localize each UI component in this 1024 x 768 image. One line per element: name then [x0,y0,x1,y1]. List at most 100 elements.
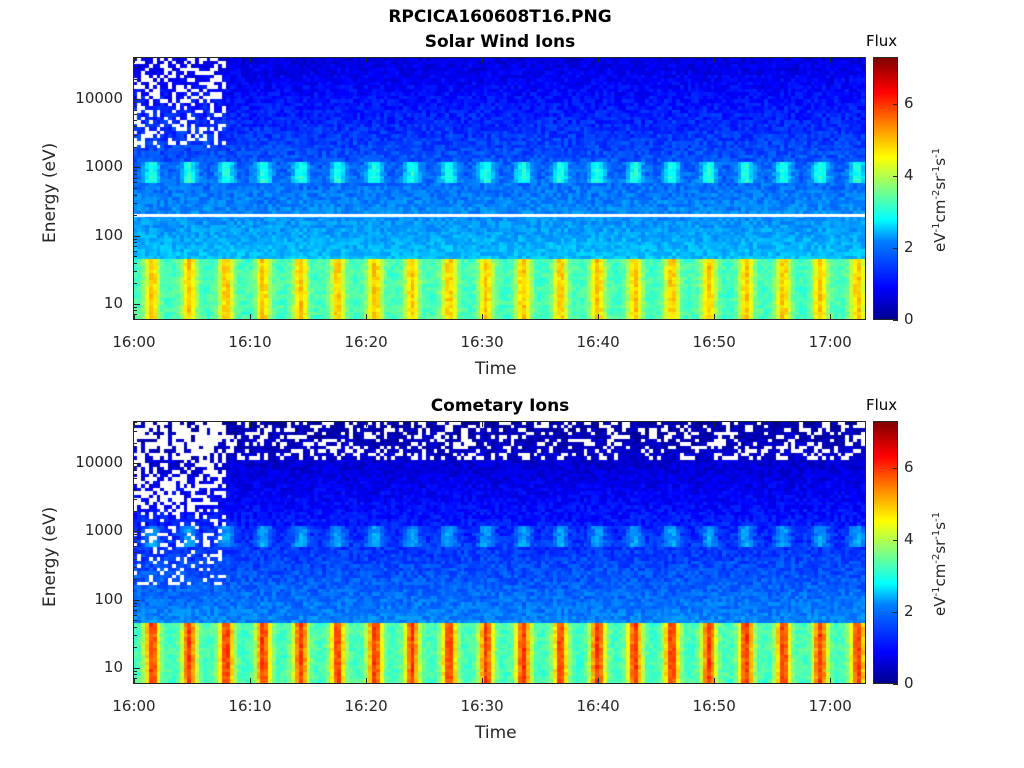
x-tick-label: 16:30 [460,333,504,351]
x-tick-label: 16:20 [344,333,388,351]
x-tick-mark [830,421,832,427]
y-minor-tick [133,422,137,423]
x-tick-label: 17:00 [808,333,852,351]
colorbar-title-solar-wind: Flux [866,32,898,50]
x-tick-mark [482,314,484,320]
y-tick-mark [133,235,140,237]
y-tick-label: 10 [103,657,123,676]
y-minor-tick [133,541,137,543]
colorbar-tick-mark [893,103,898,105]
y-minor-tick [133,170,137,172]
y-minor-tick [133,256,137,258]
y-minor-tick [133,490,137,492]
y-minor-tick [133,635,137,637]
y-tick-mark [133,599,140,601]
colorbar-label-solar-wind: eV-1cm-2sr-1s-1 [931,147,949,252]
y-minor-tick [133,610,137,612]
x-axis-label-solar-wind: Time [475,359,517,379]
y-minor-tick [133,478,137,480]
x-tick-label: 16:20 [344,697,388,715]
y-minor-tick [133,534,137,536]
y-minor-tick [133,674,137,676]
colorbar-tick-mark [893,320,898,321]
y-minor-tick [133,466,137,468]
colorbar-tick-mark [893,467,898,469]
x-tick-mark [598,421,600,427]
x-tick-mark [482,678,484,684]
y-minor-tick [133,483,137,485]
y-minor-tick [133,442,137,444]
y-tick-mark [133,463,140,465]
colorbar-tick-label: 2 [904,237,914,256]
y-tick-label: 1000 [84,521,123,540]
y-minor-tick [133,203,137,205]
x-tick-mark [598,678,600,684]
y-minor-tick [133,250,137,252]
y-minor-tick [133,314,137,316]
x-tick-mark [250,678,252,684]
y-minor-tick [133,614,137,616]
y-minor-tick [133,119,137,121]
y-minor-tick [133,114,137,116]
y-minor-tick [133,498,137,500]
y-minor-tick [133,310,137,312]
x-tick-mark [134,678,135,684]
y-minor-tick [133,579,137,581]
y-minor-tick [133,242,137,244]
y-minor-tick [133,306,137,308]
y-minor-tick [133,430,137,432]
y-minor-tick [133,602,137,604]
y-minor-tick [133,182,137,184]
y-minor-tick [133,271,137,273]
y-tick-label: 100 [94,589,123,608]
colorbar-tick-label: 4 [904,529,914,548]
y-minor-tick [133,670,137,672]
colorbar-tick-label: 0 [904,674,914,692]
x-tick-label: 16:30 [460,697,504,715]
y-minor-tick [133,567,137,569]
y-tick-label: 10000 [75,89,123,108]
y-tick-mark [133,167,140,169]
x-tick-mark [482,57,484,63]
x-tick-mark [366,678,368,684]
x-tick-label: 17:00 [808,697,852,715]
x-tick-mark [714,57,716,63]
y-minor-tick [133,678,137,680]
y-minor-tick [133,558,137,560]
colorbar-tick-mark [893,611,898,613]
x-tick-mark [250,57,252,63]
x-tick-label: 16:40 [576,333,620,351]
x-tick-label: 16:10 [228,333,272,351]
x-tick-mark [830,314,832,320]
x-tick-mark [134,57,135,63]
y-minor-tick [133,126,137,128]
y-minor-tick [133,146,137,148]
y-minor-tick [133,78,137,80]
x-axis-label-cometary: Time [475,723,517,743]
x-tick-mark [366,57,368,63]
heatmap-cometary [133,421,866,684]
y-tick-mark [133,99,140,101]
x-tick-mark [830,57,832,63]
y-minor-tick [133,683,137,684]
y-minor-tick [133,551,137,553]
y-minor-tick [133,66,137,68]
x-tick-mark [134,421,135,427]
colorbar-solar-wind [873,57,898,320]
heatmap-solar-wind [133,57,866,320]
y-minor-tick [133,537,137,539]
y-minor-tick [133,102,137,104]
x-tick-mark [598,57,600,63]
x-tick-mark [598,314,600,320]
y-minor-tick [133,262,137,264]
y-minor-tick [133,215,137,217]
x-tick-mark [714,678,716,684]
x-tick-mark [250,314,252,320]
y-minor-tick [133,510,137,512]
x-tick-mark [714,314,716,320]
y-minor-tick [133,626,137,628]
y-minor-tick [133,238,137,240]
y-minor-tick [133,177,137,179]
y-minor-tick [133,283,137,285]
x-tick-mark [482,421,484,427]
